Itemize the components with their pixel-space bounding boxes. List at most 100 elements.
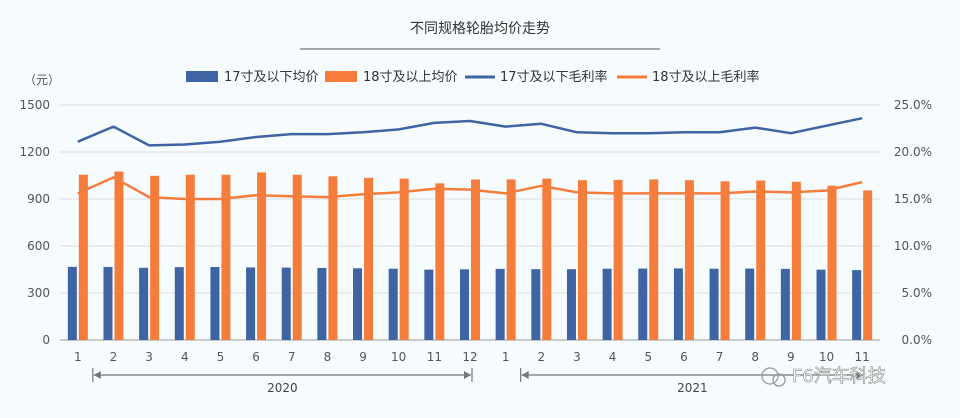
x-tick-label: 2 [537,350,545,364]
left-axis-ticks: 0 300 600 900 1200 1500 [19,98,50,347]
bar-large [292,174,302,340]
bar-small [495,268,505,340]
bar-large [827,185,837,340]
right-tick-label: 15.0% [894,192,932,206]
year-arrow-right [464,371,471,379]
legend-label-small-margin: 17寸及以下毛利率 [500,69,608,85]
x-tick-label: 5 [217,350,225,364]
legend-label-large-margin: 18寸及以上毛利率 [652,69,760,85]
x-tick-label: 2 [110,350,118,364]
bar-small [460,269,469,340]
x-tick-label: 6 [680,350,688,364]
x-tick-label: 7 [288,350,296,364]
right-tick-label: 5.0% [902,286,933,300]
x-tick-label: 5 [644,350,652,364]
bar-small [709,268,719,340]
bar-large [328,176,338,340]
watermark-text: F6汽车科技 [792,366,886,387]
x-tick-label: 12 [462,350,477,364]
bar-large [649,179,659,340]
x-tick-label: 11 [855,350,870,364]
legend-label-large-price: 18寸及以上均价 [363,70,458,85]
bar-small [317,267,327,340]
bar-small [816,269,826,340]
year-groups: 2020 2021 [92,368,865,395]
legend-swatch-small-price [186,71,218,82]
bar-large [756,180,766,340]
line-large-margin [77,176,863,201]
bar-large [506,179,516,340]
bars [67,171,873,340]
bar-small [566,269,576,340]
bar-small [852,270,862,340]
x-tick-label: 4 [181,350,189,364]
left-tick-label: 0 [42,333,50,347]
lines [77,116,863,201]
bar-small [638,268,648,340]
bar-large [78,174,88,340]
bar-small [388,268,398,340]
bar-small [602,268,612,340]
left-tick-label: 1500 [19,98,50,112]
line-small-margin [77,116,863,147]
right-tick-label: 25.0% [894,98,932,112]
bar-large [613,179,623,340]
bar-large [150,175,160,340]
chart-title: 不同规格轮胎均价走势 [410,21,550,37]
bar-large [114,171,124,340]
left-tick-label: 1200 [19,145,50,159]
bar-large [364,177,374,340]
bar-small [780,268,790,340]
left-tick-label: 300 [27,286,50,300]
x-tick-label: 7 [716,350,724,364]
watermark: F6汽车科技 [761,366,886,387]
bar-small [67,266,77,340]
left-tick-label: 600 [27,239,50,253]
bar-large [542,178,552,340]
bar-small [139,267,149,340]
bar-small [281,267,291,340]
bar-small [531,269,541,340]
bar-small [210,266,220,340]
year-arrow-left [93,371,101,379]
bar-large [863,190,873,340]
bar-small [673,268,683,340]
bar-small [174,267,184,340]
bar-large [399,178,409,340]
year-arrow-left [521,371,529,379]
x-tick-label: 1 [74,350,82,364]
bar-small [246,267,256,340]
bar-small [353,268,363,340]
bar-large [720,181,730,340]
bar-large [221,174,231,340]
year-label: 2020 [267,381,298,395]
bar-large [435,183,445,340]
wechat-icon [761,367,779,385]
left-tick-label: 900 [27,192,50,206]
bar-large [791,181,801,340]
legend-swatch-large-price [325,71,357,82]
x-tick-label: 6 [252,350,260,364]
x-tick-label: 9 [787,350,795,364]
bar-large [684,180,694,340]
bar-large [257,172,267,340]
wechat-icon-small [772,373,786,387]
right-tick-label: 20.0% [894,145,932,159]
year-arrow-right [856,371,864,379]
right-tick-label: 10.0% [894,239,932,253]
bar-small [745,268,755,340]
right-tick-label: 0.0% [902,333,933,347]
x-tick-label: 9 [359,350,367,364]
bar-small [424,269,434,340]
right-axis-ticks: 0.0% 5.0% 10.0% 15.0% 20.0% 25.0% [894,98,932,347]
x-tick-label: 3 [573,350,581,364]
x-tick-label: 10 [819,350,834,364]
x-tick-label: 8 [324,350,332,364]
x-tick-label: 11 [427,350,442,364]
bar-large [471,179,480,340]
left-axis-unit: （元） [24,73,60,87]
legend: 17寸及以下均价 18寸及以上均价 17寸及以下毛利率 18寸及以上毛利率 [186,69,760,85]
x-tick-label: 1 [502,350,510,364]
